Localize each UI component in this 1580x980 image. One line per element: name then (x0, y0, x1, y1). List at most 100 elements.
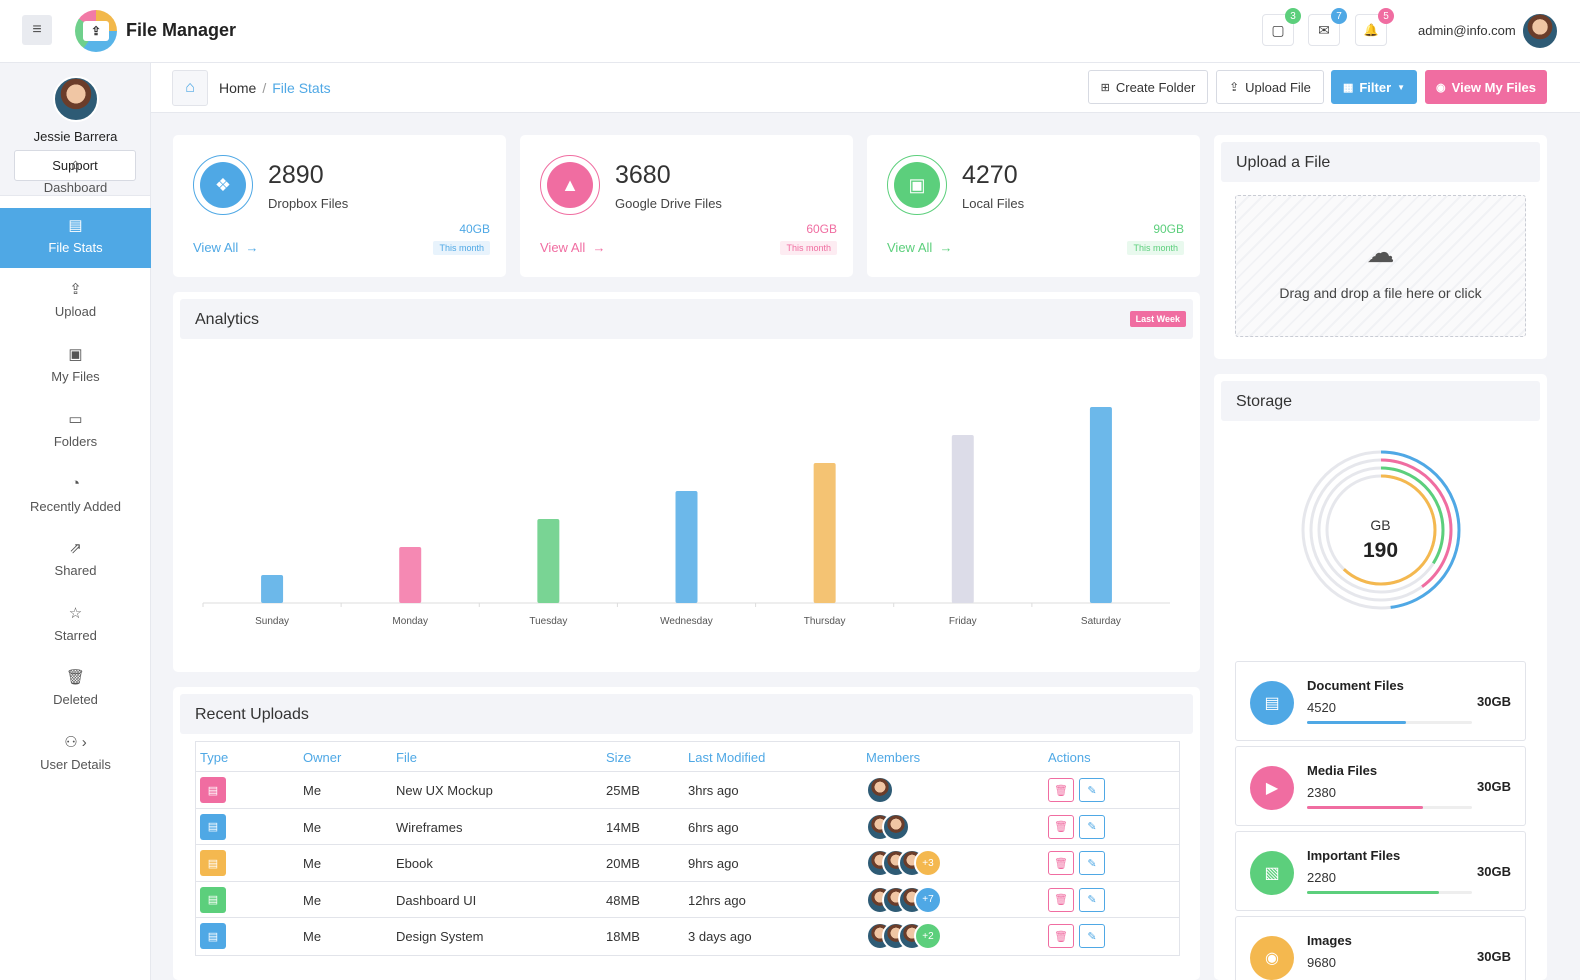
x-tick-label: Friday (949, 616, 977, 627)
upload-file-button[interactable]: ⇪ Upload File (1216, 70, 1324, 104)
edit-button[interactable]: ✎ (1079, 924, 1105, 949)
file-name-cell[interactable]: Wireframes (396, 819, 463, 835)
file-type-icon: ▤ (200, 923, 226, 950)
ring-arc (1325, 474, 1437, 586)
storage-item-count: 2380 (1307, 785, 1336, 800)
sidebar-item-deleted[interactable]: 🗑 Deleted (0, 660, 151, 720)
bar-sunday[interactable] (261, 575, 284, 603)
stat-label: Dropbox Files (268, 196, 349, 211)
edit-icon: ✎ (1087, 930, 1097, 943)
storage-item-media-files[interactable]: ▶ Media Files 2380 30GB (1235, 746, 1526, 826)
sidebar-item-my-files[interactable]: ▣ My Files (0, 337, 151, 397)
view-all-label: View All (540, 240, 586, 255)
more-members-badge[interactable]: +7 (914, 885, 942, 914)
last-week-badge[interactable]: Last Week (1129, 311, 1186, 327)
sidebar-item-recently-added[interactable]: ◔ Recently Added (0, 467, 151, 527)
bar-friday[interactable] (951, 435, 974, 603)
delete-button[interactable]: 🗑 (1048, 851, 1074, 876)
arrow-right-icon: → (241, 240, 259, 255)
edit-button[interactable]: ✎ (1079, 814, 1105, 839)
file-dropzone[interactable]: ☁ Drag and drop a file here or click (1235, 195, 1526, 337)
app-logo[interactable]: ⇪ (75, 10, 117, 52)
column-header: Actions (1048, 750, 1091, 765)
stat-size: 40GB (459, 222, 490, 236)
support-button[interactable]: Support (14, 150, 136, 181)
profile-panel: Jessie Barrera Support (0, 63, 150, 196)
create-folder-label: Create Folder (1115, 79, 1196, 95)
breadcrumb-current: File Stats (272, 80, 331, 96)
sidebar-item-label: My Files (51, 369, 100, 384)
filter-button[interactable]: ▦ Filter ▼ (1331, 70, 1417, 104)
storage-progress-bar (1307, 721, 1472, 724)
edit-button[interactable]: ✎ (1079, 778, 1105, 802)
sidebar-item-file-stats[interactable]: ▤ File Stats (0, 208, 151, 268)
view-all-label: View All (887, 240, 933, 255)
view-all-link[interactable]: View All → (193, 240, 259, 255)
table-row: ▤ Me Dashboard UI 48MB 12hrs ago +7 🗑 ✎ (196, 882, 1179, 919)
arrow-right-icon: → (935, 240, 953, 255)
storage-item-important-files[interactable]: ▧ Important Files 2280 30GB (1235, 831, 1526, 911)
upload-icon: ⇪ (1229, 80, 1240, 94)
storage-header: Storage (1221, 381, 1540, 421)
trash-icon: 🗑 (1054, 894, 1068, 907)
edit-button[interactable]: ✎ (1079, 887, 1105, 912)
bar-saturday[interactable] (1089, 407, 1112, 603)
x-tick-label: Monday (392, 616, 428, 627)
sidebar-item-starred[interactable]: ☆ Starred (0, 596, 151, 656)
sidebar-item-upload[interactable]: ⇪ Upload (0, 272, 151, 332)
bar-tuesday[interactable] (537, 519, 560, 603)
bar-thursday[interactable] (813, 463, 836, 603)
folder-plus-icon: ⊞ (1100, 81, 1110, 94)
delete-button[interactable]: 🗑 (1048, 924, 1074, 949)
member-avatar[interactable] (866, 776, 894, 804)
size-cell: 48MB (606, 892, 640, 908)
ring-arc (1301, 450, 1461, 610)
analytics-title: Analytics (195, 311, 260, 328)
file-name-cell[interactable]: Design System (396, 929, 484, 945)
home-button[interactable]: ⌂ (172, 70, 208, 106)
sidebar-item-user-details[interactable]: ⚇ › User Details (0, 725, 151, 785)
storage-item-document-files[interactable]: ▤ Document Files 4520 30GB (1235, 661, 1526, 741)
view-my-files-button[interactable]: ◉ View My Files (1425, 70, 1547, 104)
file-name-cell[interactable]: New UX Mockup (396, 783, 493, 798)
stat-month-badge: This month (1127, 241, 1184, 255)
home-icon: ⌂ (185, 79, 195, 96)
edit-icon: ✎ (1087, 857, 1097, 870)
video-icon: ▶ (1250, 766, 1294, 810)
file-name-cell[interactable]: Ebook (396, 856, 433, 872)
delete-button[interactable]: 🗑 (1048, 778, 1074, 802)
breadcrumb-home[interactable]: Home (219, 80, 257, 96)
sidebar-item-dashboard[interactable]: ⌂ Dashboard (0, 148, 151, 208)
arrow-right-icon: → (588, 240, 606, 255)
user-avatar[interactable] (1521, 12, 1559, 50)
member-avatar[interactable] (882, 812, 910, 841)
more-members-badge[interactable]: +3 (914, 849, 942, 878)
sidebar-item-label: Recently Added (29, 499, 122, 514)
menu-icon: ≡ (32, 21, 42, 38)
bar-wednesday[interactable] (675, 491, 698, 603)
breadcrumb-bar: ⌂ Home / File Stats ⊞ Create Folder ⇪ Upload… (151, 63, 1580, 113)
delete-button[interactable]: 🗑 (1048, 887, 1074, 912)
sidebar-item-folders[interactable]: ▭ Folders (0, 402, 151, 462)
file-name-cell[interactable]: Dashboard UI (396, 892, 477, 908)
user-email[interactable]: admin@info.com (1418, 23, 1516, 38)
delete-button[interactable]: 🗑 (1048, 814, 1074, 839)
eye-icon: ◉ (1436, 81, 1446, 94)
create-folder-button[interactable]: ⊞ Create Folder (1088, 70, 1208, 104)
notifications-button[interactable]: 🔔 5 (1355, 8, 1394, 46)
bar-monday[interactable] (399, 547, 422, 603)
clipboard-button[interactable]: ▢ 3 (1262, 8, 1301, 46)
hamburger-menu-button[interactable]: ≡ (22, 15, 52, 45)
more-members-badge[interactable]: +2 (914, 922, 942, 951)
view-all-label: View All (193, 240, 239, 255)
size-cell: 18MB (606, 929, 640, 945)
sidebar-item-shared[interactable]: ⇗ Shared (0, 531, 151, 591)
modified-cell: 3 days ago (688, 929, 752, 945)
edit-button[interactable]: ✎ (1079, 851, 1105, 876)
mail-button[interactable]: ✉ 7 (1308, 8, 1347, 46)
view-all-link[interactable]: View All → (887, 240, 953, 255)
storage-item-images[interactable]: ◉ Images 9680 30GB (1235, 916, 1526, 980)
view-all-link[interactable]: View All → (540, 240, 606, 255)
document-icon: ▤ (1250, 681, 1294, 725)
column-header: Owner (303, 750, 342, 765)
